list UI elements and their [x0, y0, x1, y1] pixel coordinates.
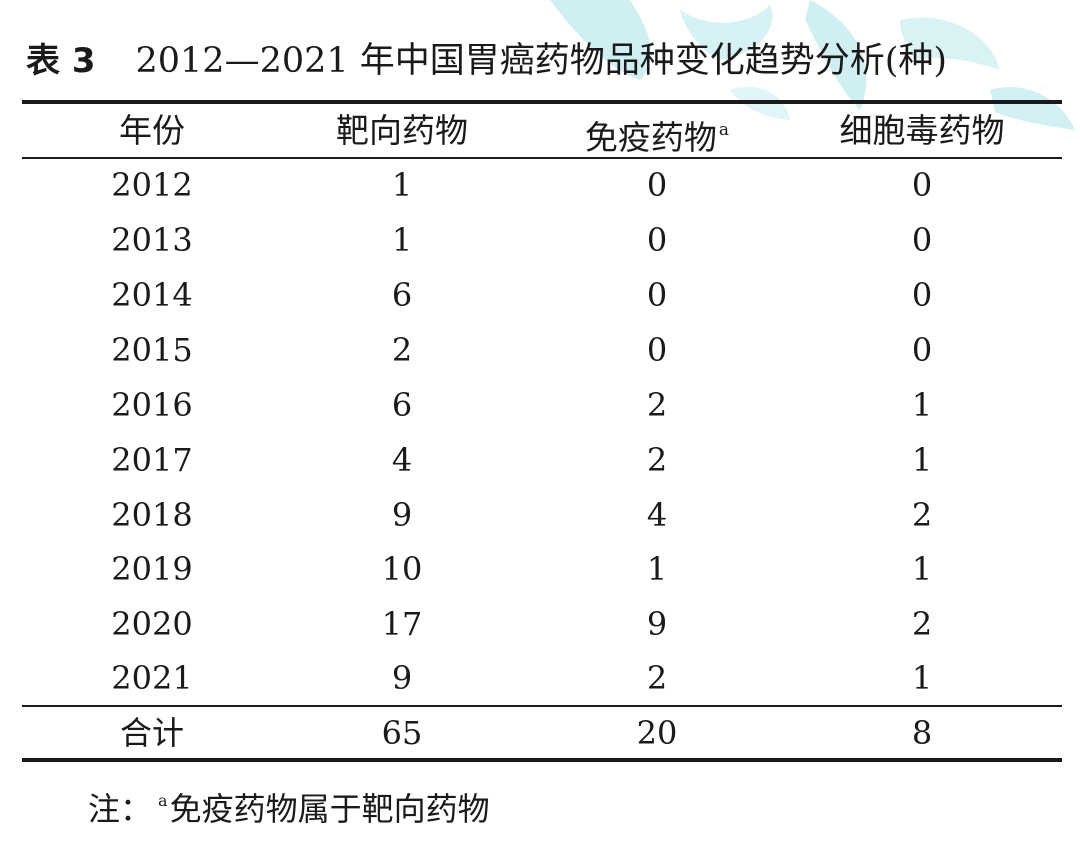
footnote-mark: a — [158, 791, 168, 810]
cell-targeted: 6 — [391, 276, 413, 314]
cell-year: 2016 — [111, 386, 193, 424]
header-immune-label: 免疫药物 — [584, 118, 717, 157]
cell-year: 2020 — [111, 605, 193, 643]
cell-year: 2021 — [111, 659, 193, 697]
cell-cytotoxic: 1 — [911, 550, 933, 588]
cell-cytotoxic: 0 — [911, 331, 933, 369]
table-row: 2016 6 2 1 — [22, 378, 1062, 433]
table-row: 2014 6 0 0 — [22, 268, 1062, 323]
table-row: 2019 10 1 1 — [22, 542, 1062, 597]
cell-targeted: 10 — [381, 550, 423, 588]
cell-immune: 1 — [646, 550, 668, 588]
table-number: 表 3 — [26, 41, 96, 81]
table-row: 2012 1 0 0 — [22, 158, 1062, 213]
table-row: 2017 4 2 1 — [22, 433, 1062, 488]
cell-targeted: 9 — [391, 496, 413, 534]
table-total-rule — [22, 705, 1062, 707]
header-immune: 免疫药物 a — [557, 103, 757, 158]
cell-immune: 4 — [646, 496, 668, 534]
table-total-row: 合计 65 20 8 — [22, 706, 1062, 761]
table-row: 2018 9 4 2 — [22, 488, 1062, 543]
cell-targeted: 1 — [391, 166, 413, 204]
header-immune-footnote-mark: a — [718, 120, 730, 140]
cell-immune: 2 — [646, 386, 668, 424]
cell-year: 2015 — [111, 331, 193, 369]
cell-cytotoxic: 2 — [911, 605, 933, 643]
total-immune: 20 — [636, 714, 678, 752]
cell-year: 2019 — [111, 550, 193, 588]
total-label: 合计 — [119, 714, 184, 752]
cell-year: 2013 — [111, 221, 193, 259]
cell-targeted: 4 — [391, 441, 413, 479]
cell-cytotoxic: 0 — [911, 166, 933, 204]
cell-immune: 0 — [646, 276, 668, 314]
cell-cytotoxic: 1 — [911, 441, 933, 479]
table-header-row: 年份 靶向药物 免疫药物 a 细胞毒药物 — [22, 103, 1062, 158]
cell-immune: 0 — [646, 166, 668, 204]
table-row: 2013 1 0 0 — [22, 213, 1062, 268]
table-header-rule — [22, 157, 1062, 159]
cell-year: 2018 — [111, 496, 193, 534]
cell-immune: 2 — [646, 659, 668, 697]
header-cytotoxic: 细胞毒药物 — [839, 111, 1005, 150]
cell-immune: 9 — [646, 605, 668, 643]
header-year: 年份 — [119, 111, 185, 150]
cell-targeted: 2 — [391, 331, 413, 369]
table-row: 2021 9 2 1 — [22, 651, 1062, 706]
cell-immune: 0 — [646, 221, 668, 259]
footnote-text: 免疫药物属于靶向药物 — [169, 790, 490, 828]
table-top-rule — [22, 100, 1062, 104]
cell-cytotoxic: 1 — [911, 386, 933, 424]
cell-targeted: 17 — [381, 605, 423, 643]
table-title: 2012—2021 年中国胃癌药物品种变化趋势分析(种) — [135, 41, 948, 81]
cell-immune: 2 — [646, 441, 668, 479]
cell-cytotoxic: 2 — [911, 496, 933, 534]
total-targeted: 65 — [381, 714, 423, 752]
table-row: 2015 2 0 0 — [22, 323, 1062, 378]
total-cytotoxic: 8 — [911, 714, 933, 752]
footnote-prefix: 注： — [88, 790, 153, 828]
cell-year: 2017 — [111, 441, 193, 479]
cell-year: 2012 — [111, 166, 193, 204]
table-caption: 表 3 2012—2021 年中国胃癌药物品种变化趋势分析(种) — [26, 34, 947, 88]
table-footnote: 注： a免疫药物属于靶向药物 — [88, 776, 490, 828]
cell-cytotoxic: 1 — [911, 659, 933, 697]
cell-targeted: 1 — [391, 221, 413, 259]
cell-cytotoxic: 0 — [911, 276, 933, 314]
table-bottom-rule — [22, 758, 1062, 762]
table-row: 2020 17 9 2 — [22, 597, 1062, 652]
cell-targeted: 6 — [391, 386, 413, 424]
cell-cytotoxic: 0 — [911, 221, 933, 259]
header-targeted: 靶向药物 — [336, 111, 468, 150]
cell-year: 2014 — [111, 276, 193, 314]
cell-targeted: 9 — [391, 659, 413, 697]
cell-immune: 0 — [646, 331, 668, 369]
